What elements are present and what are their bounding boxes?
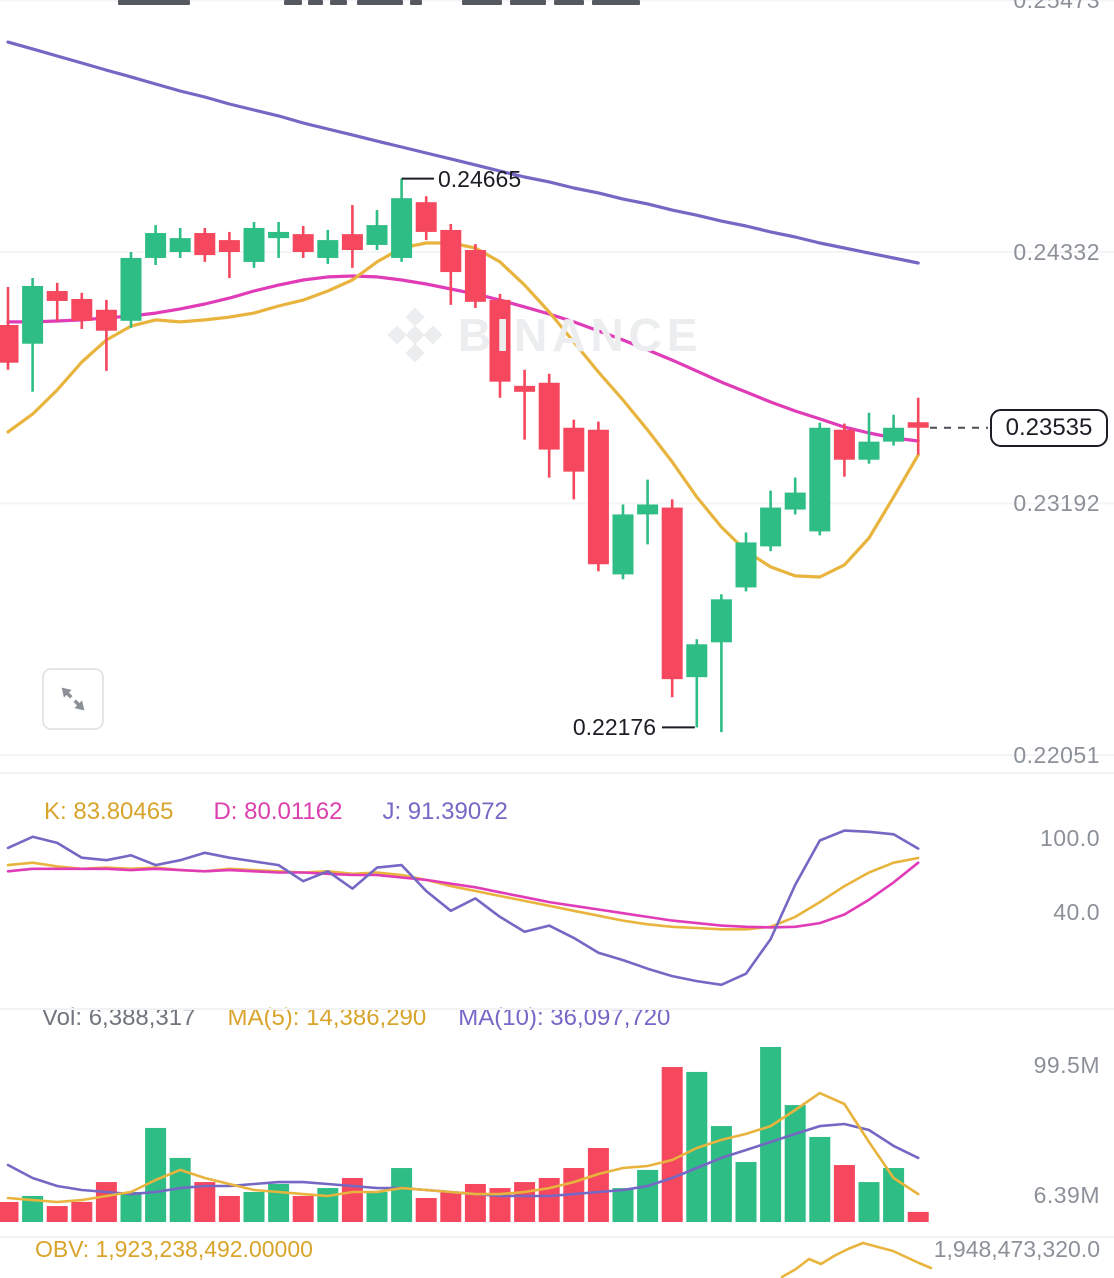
expand-arrows-icon xyxy=(61,687,85,711)
obv-value: OBV: 1,923,238,492.00000 xyxy=(35,1236,313,1262)
clipped-top-text-fragment xyxy=(592,0,640,5)
kdj-j-value: J: 91.39072 xyxy=(382,798,508,825)
price-axis-label: 0.24332 xyxy=(1013,239,1100,265)
price-axis-label: 0.25473 xyxy=(1013,0,1100,14)
volume-axis-label: 6.39M xyxy=(1033,1182,1100,1208)
price-axis-label: 0.22051 xyxy=(1013,742,1100,768)
clipped-top-text-fragment xyxy=(330,0,347,5)
clipped-top-text-fragment xyxy=(554,0,584,5)
clipped-top-text-fragment xyxy=(410,0,422,5)
panel-separator xyxy=(0,1008,1114,1010)
low-price-annotation: 0.22176 xyxy=(572,714,656,741)
obv-legend: OBV: 1,923,238,492.00000 1,948,473,320.0 xyxy=(35,1236,1100,1263)
clipped-top-text-fragment xyxy=(308,0,323,5)
binance-watermark: BINANCE xyxy=(388,308,703,362)
kdj-d-value: D: 80.01162 xyxy=(213,798,343,825)
price-axis-label: 0.23192 xyxy=(1013,490,1100,517)
obv-axis-label: 1,948,473,320.0 xyxy=(933,1236,1100,1262)
clipped-top-text-fragment xyxy=(510,0,546,5)
kdj-legend: K: 83.80465 D: 80.01162 J: 91.39072 xyxy=(44,798,508,826)
watermark-text: BINANCE xyxy=(458,309,703,361)
last-price-tag: 0.23535 xyxy=(990,408,1108,447)
clipped-top-text-fragment xyxy=(357,0,403,5)
clipped-top-text-fragment xyxy=(118,0,190,5)
panel-separator xyxy=(0,1236,1114,1238)
volume-axis-label: 99.5M xyxy=(1033,1051,1100,1078)
binance-logo-icon xyxy=(388,308,442,362)
high-price-annotation: 0.24665 xyxy=(438,165,522,192)
clipped-top-text-fragment xyxy=(284,0,302,5)
panel-separator xyxy=(0,772,1114,774)
fullscreen-button[interactable] xyxy=(42,668,104,730)
kdj-axis-label: 40.0 xyxy=(1053,899,1100,925)
kdj-axis-label: 100.0 xyxy=(1039,825,1100,851)
kdj-k-value: K: 83.80465 xyxy=(44,798,174,825)
clipped-top-text-fragment xyxy=(462,0,502,5)
